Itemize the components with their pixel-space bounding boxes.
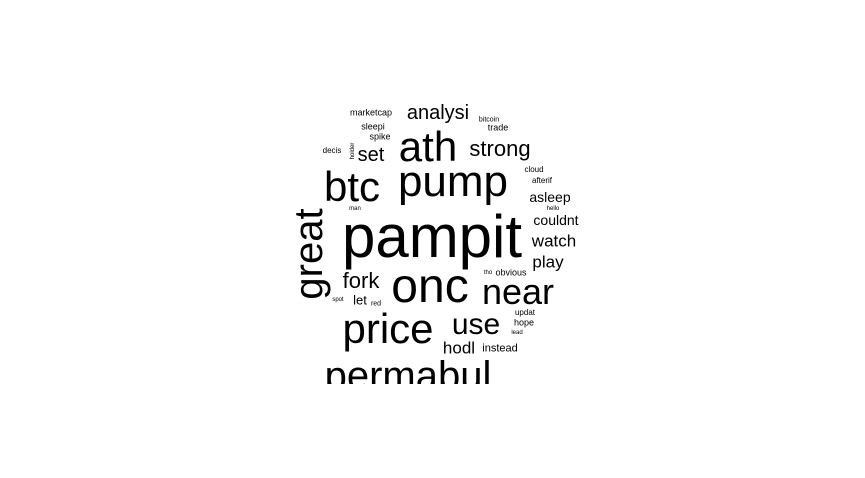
- word-let: let: [353, 292, 367, 308]
- word-play: play: [532, 252, 564, 272]
- word-analysi: analysi: [406, 102, 470, 124]
- word-cloud: cloud: [524, 165, 544, 174]
- word-spike: spike: [369, 131, 391, 142]
- word-price: price: [342, 305, 434, 352]
- word-marketcap: marketcap: [349, 107, 393, 118]
- word-permabul: permabul: [324, 354, 492, 384]
- word-watch: watch: [531, 231, 577, 251]
- word-permabul-clip: permabul: [300, 350, 520, 384]
- word-onc: onc: [391, 260, 469, 313]
- word-holder: holder: [350, 142, 356, 160]
- word-trade: trade: [487, 122, 509, 133]
- word-near: near: [481, 271, 555, 312]
- word-pampit: pampit: [341, 203, 523, 270]
- word-tho: tho: [483, 270, 493, 276]
- word-lead: lead: [511, 330, 523, 336]
- word-btc: btc: [323, 163, 381, 210]
- word-red: red: [370, 300, 382, 308]
- word-decis: decis: [322, 146, 342, 155]
- word-hello: hello: [546, 206, 560, 212]
- word-use: use: [451, 308, 501, 341]
- word-fork: fork: [342, 268, 380, 293]
- word-hope: hope: [513, 317, 535, 328]
- word-hodl: hodl: [442, 338, 476, 358]
- word-strong: strong: [469, 136, 531, 161]
- word-great: great: [287, 208, 331, 300]
- word-pump: pump: [397, 157, 509, 206]
- word-spot: spot: [332, 297, 344, 303]
- word-sleepi: sleepi: [361, 121, 385, 132]
- word-instead: instead: [482, 342, 518, 355]
- word-ath: ath: [398, 123, 458, 170]
- word-couldnt: couldnt: [533, 212, 579, 228]
- word-afterif: afterif: [531, 176, 553, 185]
- word-set: set: [357, 144, 385, 166]
- word-bitcoin: bitcoin: [478, 116, 500, 124]
- word-obvious: obvious: [495, 267, 527, 278]
- word-updat: updat: [514, 308, 536, 317]
- word-asleep: asleep: [529, 189, 571, 205]
- word-man: man: [349, 206, 361, 212]
